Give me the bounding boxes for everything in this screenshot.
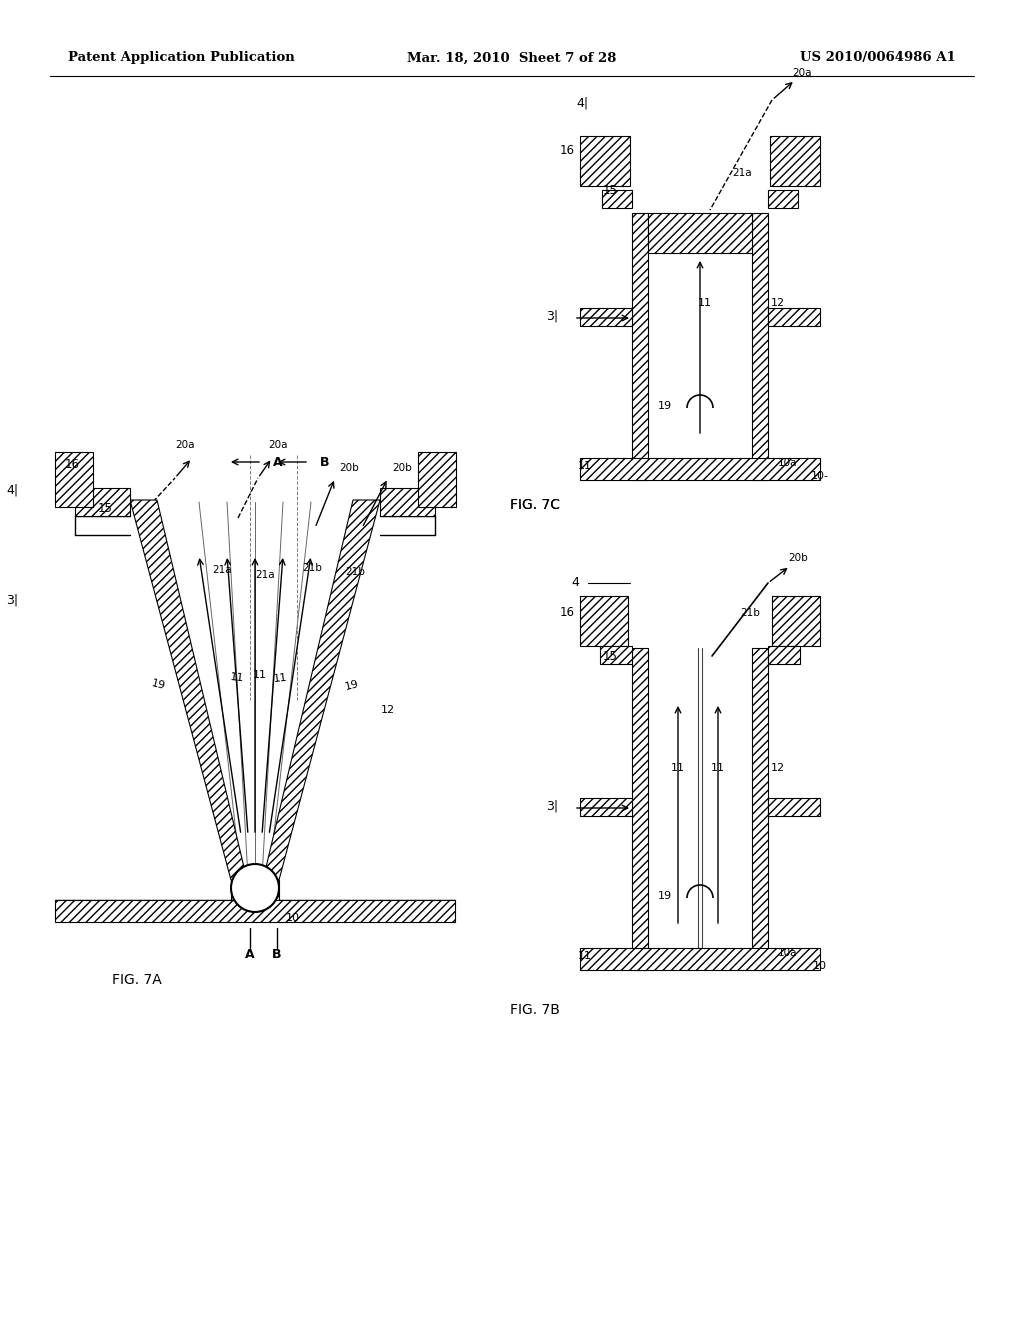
Text: 21b: 21b (740, 609, 760, 618)
Text: Mar. 18, 2010  Sheet 7 of 28: Mar. 18, 2010 Sheet 7 of 28 (408, 51, 616, 65)
Text: US 2010/0064986 A1: US 2010/0064986 A1 (800, 51, 956, 65)
Text: 15: 15 (97, 502, 113, 515)
Text: 10: 10 (813, 961, 827, 972)
Bar (752, 648, 768, 970)
Text: FIG. 7B: FIG. 7B (510, 1003, 560, 1016)
Text: F I G .  7 C: F I G . 7 C (508, 494, 573, 507)
Text: 20b: 20b (788, 553, 808, 564)
Bar (752, 213, 768, 480)
Polygon shape (263, 500, 380, 880)
Text: 12: 12 (771, 298, 785, 308)
Text: A: A (245, 949, 255, 961)
Bar (580, 597, 628, 645)
Text: 11: 11 (272, 672, 288, 684)
Bar (580, 948, 820, 970)
Text: 10a: 10a (778, 948, 798, 958)
Text: 21b: 21b (345, 568, 365, 577)
Text: 11: 11 (698, 298, 712, 308)
Bar (580, 458, 820, 480)
Text: 21a: 21a (255, 570, 274, 579)
Text: B: B (272, 949, 282, 961)
Text: 19: 19 (344, 678, 360, 692)
Text: 20a: 20a (793, 69, 812, 78)
Text: 20b: 20b (339, 463, 358, 473)
Text: 11: 11 (578, 461, 592, 471)
Bar (75, 488, 130, 516)
Bar (580, 308, 632, 326)
Bar (768, 308, 820, 326)
Text: 21a: 21a (212, 565, 231, 576)
Bar (772, 597, 820, 645)
Text: 15: 15 (602, 183, 617, 197)
Text: FIG. 7A: FIG. 7A (112, 973, 162, 987)
Text: 3|: 3| (6, 594, 18, 606)
Bar (602, 190, 632, 209)
Text: FIG. 7C: FIG. 7C (510, 498, 560, 512)
Text: 4: 4 (571, 577, 579, 590)
Text: 15: 15 (602, 649, 617, 663)
Bar (632, 213, 648, 480)
Text: 20b: 20b (392, 463, 412, 473)
Text: 3|: 3| (546, 800, 558, 813)
Text: 20a: 20a (175, 440, 195, 450)
Bar (580, 136, 630, 186)
Bar (600, 645, 632, 664)
Circle shape (231, 865, 279, 912)
Text: 10-: 10- (811, 471, 829, 480)
Text: Patent Application Publication: Patent Application Publication (68, 51, 295, 65)
Text: 20a: 20a (268, 440, 288, 450)
Text: 11: 11 (229, 672, 245, 684)
Bar (231, 880, 279, 900)
Bar (770, 136, 820, 186)
Text: 19: 19 (150, 678, 166, 692)
Text: 4|: 4| (6, 483, 18, 496)
Bar (768, 190, 798, 209)
Text: FIG. 7C: FIG. 7C (510, 498, 560, 512)
Bar (55, 900, 455, 921)
Text: 4|: 4| (575, 96, 588, 110)
Text: 11: 11 (671, 763, 685, 774)
Bar (55, 451, 93, 507)
Bar (580, 799, 632, 816)
Text: 21b: 21b (302, 564, 322, 573)
Text: 11: 11 (578, 950, 592, 961)
Text: 11: 11 (253, 671, 267, 680)
Bar (768, 645, 800, 664)
Text: 19: 19 (658, 401, 672, 411)
Text: 16: 16 (65, 458, 80, 471)
Text: 12: 12 (381, 705, 395, 715)
Bar (632, 648, 648, 970)
Text: 11: 11 (711, 763, 725, 774)
Text: 3|: 3| (546, 309, 558, 322)
Text: 19: 19 (658, 891, 672, 902)
Polygon shape (130, 500, 247, 880)
Text: 10: 10 (286, 913, 300, 923)
Text: 21a: 21a (732, 168, 752, 178)
Text: 16: 16 (559, 144, 574, 157)
Bar (768, 799, 820, 816)
Text: A: A (273, 455, 283, 469)
Text: 12: 12 (771, 763, 785, 774)
Text: B: B (321, 455, 330, 469)
Text: 10a: 10a (778, 458, 798, 469)
Text: 16: 16 (559, 606, 574, 619)
Bar (418, 451, 456, 507)
Bar (380, 488, 435, 516)
Polygon shape (648, 213, 752, 253)
